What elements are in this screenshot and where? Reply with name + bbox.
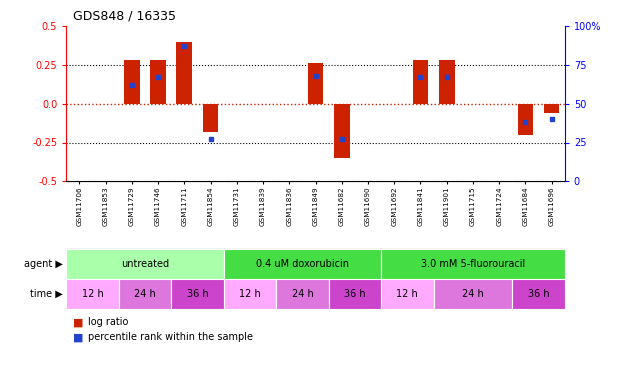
Text: GSM11706: GSM11706: [76, 187, 83, 226]
Bar: [381, 279, 433, 309]
Text: 12 h: 12 h: [239, 289, 261, 299]
Text: GSM11746: GSM11746: [155, 187, 161, 226]
Bar: [433, 279, 512, 309]
Text: GSM11711: GSM11711: [181, 187, 187, 226]
Text: ■: ■: [73, 317, 83, 327]
Bar: [171, 279, 223, 309]
Text: 36 h: 36 h: [187, 289, 208, 299]
Text: 24 h: 24 h: [292, 289, 313, 299]
Text: GSM11724: GSM11724: [496, 187, 502, 226]
Text: GSM11729: GSM11729: [129, 187, 135, 226]
Bar: [517, 104, 533, 135]
Bar: [512, 279, 565, 309]
Bar: [223, 249, 381, 279]
Text: GSM11853: GSM11853: [103, 187, 109, 226]
Text: GSM11854: GSM11854: [208, 187, 213, 226]
Text: ■: ■: [73, 332, 83, 342]
Text: 12 h: 12 h: [396, 289, 418, 299]
Bar: [381, 249, 565, 279]
Text: 24 h: 24 h: [134, 289, 156, 299]
Bar: [66, 279, 119, 309]
Bar: [308, 63, 323, 104]
Bar: [119, 279, 171, 309]
Text: GSM11836: GSM11836: [286, 187, 292, 226]
Text: GDS848 / 16335: GDS848 / 16335: [73, 9, 175, 22]
Bar: [150, 60, 166, 104]
Text: GSM11696: GSM11696: [548, 187, 555, 226]
Text: 3.0 mM 5-fluorouracil: 3.0 mM 5-fluorouracil: [421, 259, 525, 269]
Bar: [329, 279, 381, 309]
Bar: [203, 104, 218, 132]
Text: log ratio: log ratio: [88, 317, 129, 327]
Bar: [124, 60, 139, 104]
Text: time ▶: time ▶: [30, 289, 63, 299]
Text: GSM11839: GSM11839: [260, 187, 266, 226]
Text: GSM11715: GSM11715: [470, 187, 476, 226]
Text: percentile rank within the sample: percentile rank within the sample: [88, 332, 253, 342]
Bar: [177, 42, 192, 104]
Bar: [544, 104, 560, 113]
Text: 36 h: 36 h: [528, 289, 550, 299]
Text: GSM11731: GSM11731: [234, 187, 240, 226]
Text: GSM11692: GSM11692: [391, 187, 397, 226]
Text: GSM11690: GSM11690: [365, 187, 371, 226]
Text: GSM11682: GSM11682: [339, 187, 345, 226]
Text: untreated: untreated: [121, 259, 169, 269]
Bar: [334, 104, 350, 158]
Text: 0.4 uM doxorubicin: 0.4 uM doxorubicin: [256, 259, 349, 269]
Bar: [413, 60, 428, 104]
Text: agent ▶: agent ▶: [24, 259, 63, 269]
Bar: [223, 279, 276, 309]
Bar: [276, 279, 329, 309]
Text: GSM11684: GSM11684: [522, 187, 528, 226]
Text: GSM11901: GSM11901: [444, 187, 450, 226]
Text: 36 h: 36 h: [344, 289, 366, 299]
Text: GSM11849: GSM11849: [312, 187, 319, 226]
Bar: [439, 60, 454, 104]
Text: 12 h: 12 h: [81, 289, 103, 299]
Bar: [66, 249, 223, 279]
Text: GSM11841: GSM11841: [418, 187, 423, 226]
Text: 24 h: 24 h: [462, 289, 484, 299]
